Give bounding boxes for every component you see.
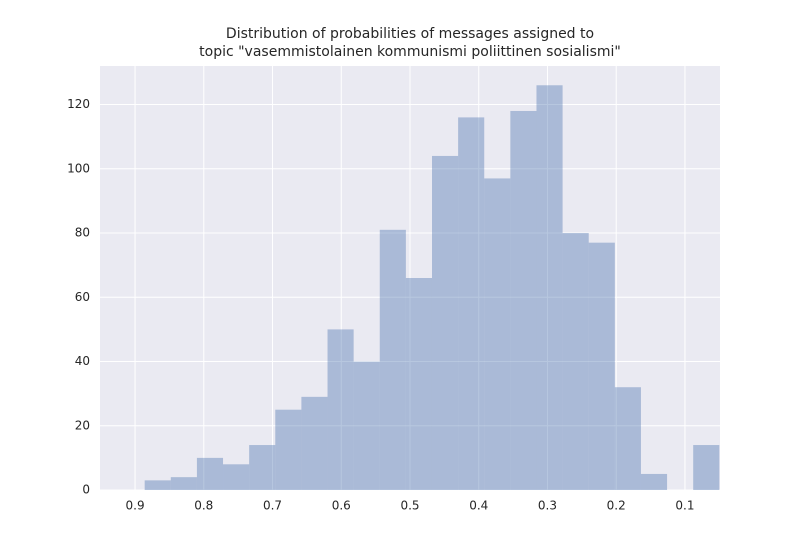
x-tick-label: 0.2 <box>607 499 626 513</box>
bar <box>223 464 250 490</box>
bar <box>536 85 563 490</box>
x-tick-label: 0.6 <box>332 499 351 513</box>
chart-title: Distribution of probabilities of message… <box>226 26 594 42</box>
y-tick-label: 20 <box>75 418 90 432</box>
bar <box>484 178 511 490</box>
x-tick-label: 0.4 <box>469 499 488 513</box>
x-tick-label: 0.8 <box>194 499 213 513</box>
bar <box>353 361 380 490</box>
labels: 0 20 40 60 80 100 120 0.9 0.8 0.7 0.6 0.5 0.4 0.3 0.2 0… <box>67 97 694 512</box>
bar <box>588 242 615 490</box>
y-tick-label: 0 <box>82 483 90 497</box>
chart-title: topic "vasemmistolainen kommunismi polii… <box>199 44 621 60</box>
bar <box>196 457 224 490</box>
bar <box>249 445 276 490</box>
bar <box>327 329 354 490</box>
bar <box>405 278 432 490</box>
x-tick-label: 0.7 <box>263 499 282 513</box>
x-tick-label: 0.9 <box>126 499 145 513</box>
y-tick-label: 40 <box>75 354 90 368</box>
bar <box>562 233 589 490</box>
bar <box>458 117 485 491</box>
bar <box>614 387 641 490</box>
bar <box>510 110 537 490</box>
x-tick-label: 0.3 <box>538 499 557 513</box>
y-tick-label: 100 <box>67 161 90 175</box>
y-tick-label: 80 <box>75 226 90 240</box>
bar <box>379 229 406 490</box>
x-tick-label: 0.1 <box>675 499 694 513</box>
y-tick-label: 60 <box>75 290 90 304</box>
bar <box>301 396 328 490</box>
bar <box>144 480 171 490</box>
grid <box>100 66 720 491</box>
bar <box>693 445 720 490</box>
bar <box>640 473 668 490</box>
bars <box>144 85 720 491</box>
x-tick-label: 0.5 <box>400 499 419 513</box>
bar <box>275 409 302 490</box>
bar <box>170 477 197 490</box>
bar <box>431 155 459 490</box>
y-tick-label: 120 <box>67 97 90 111</box>
